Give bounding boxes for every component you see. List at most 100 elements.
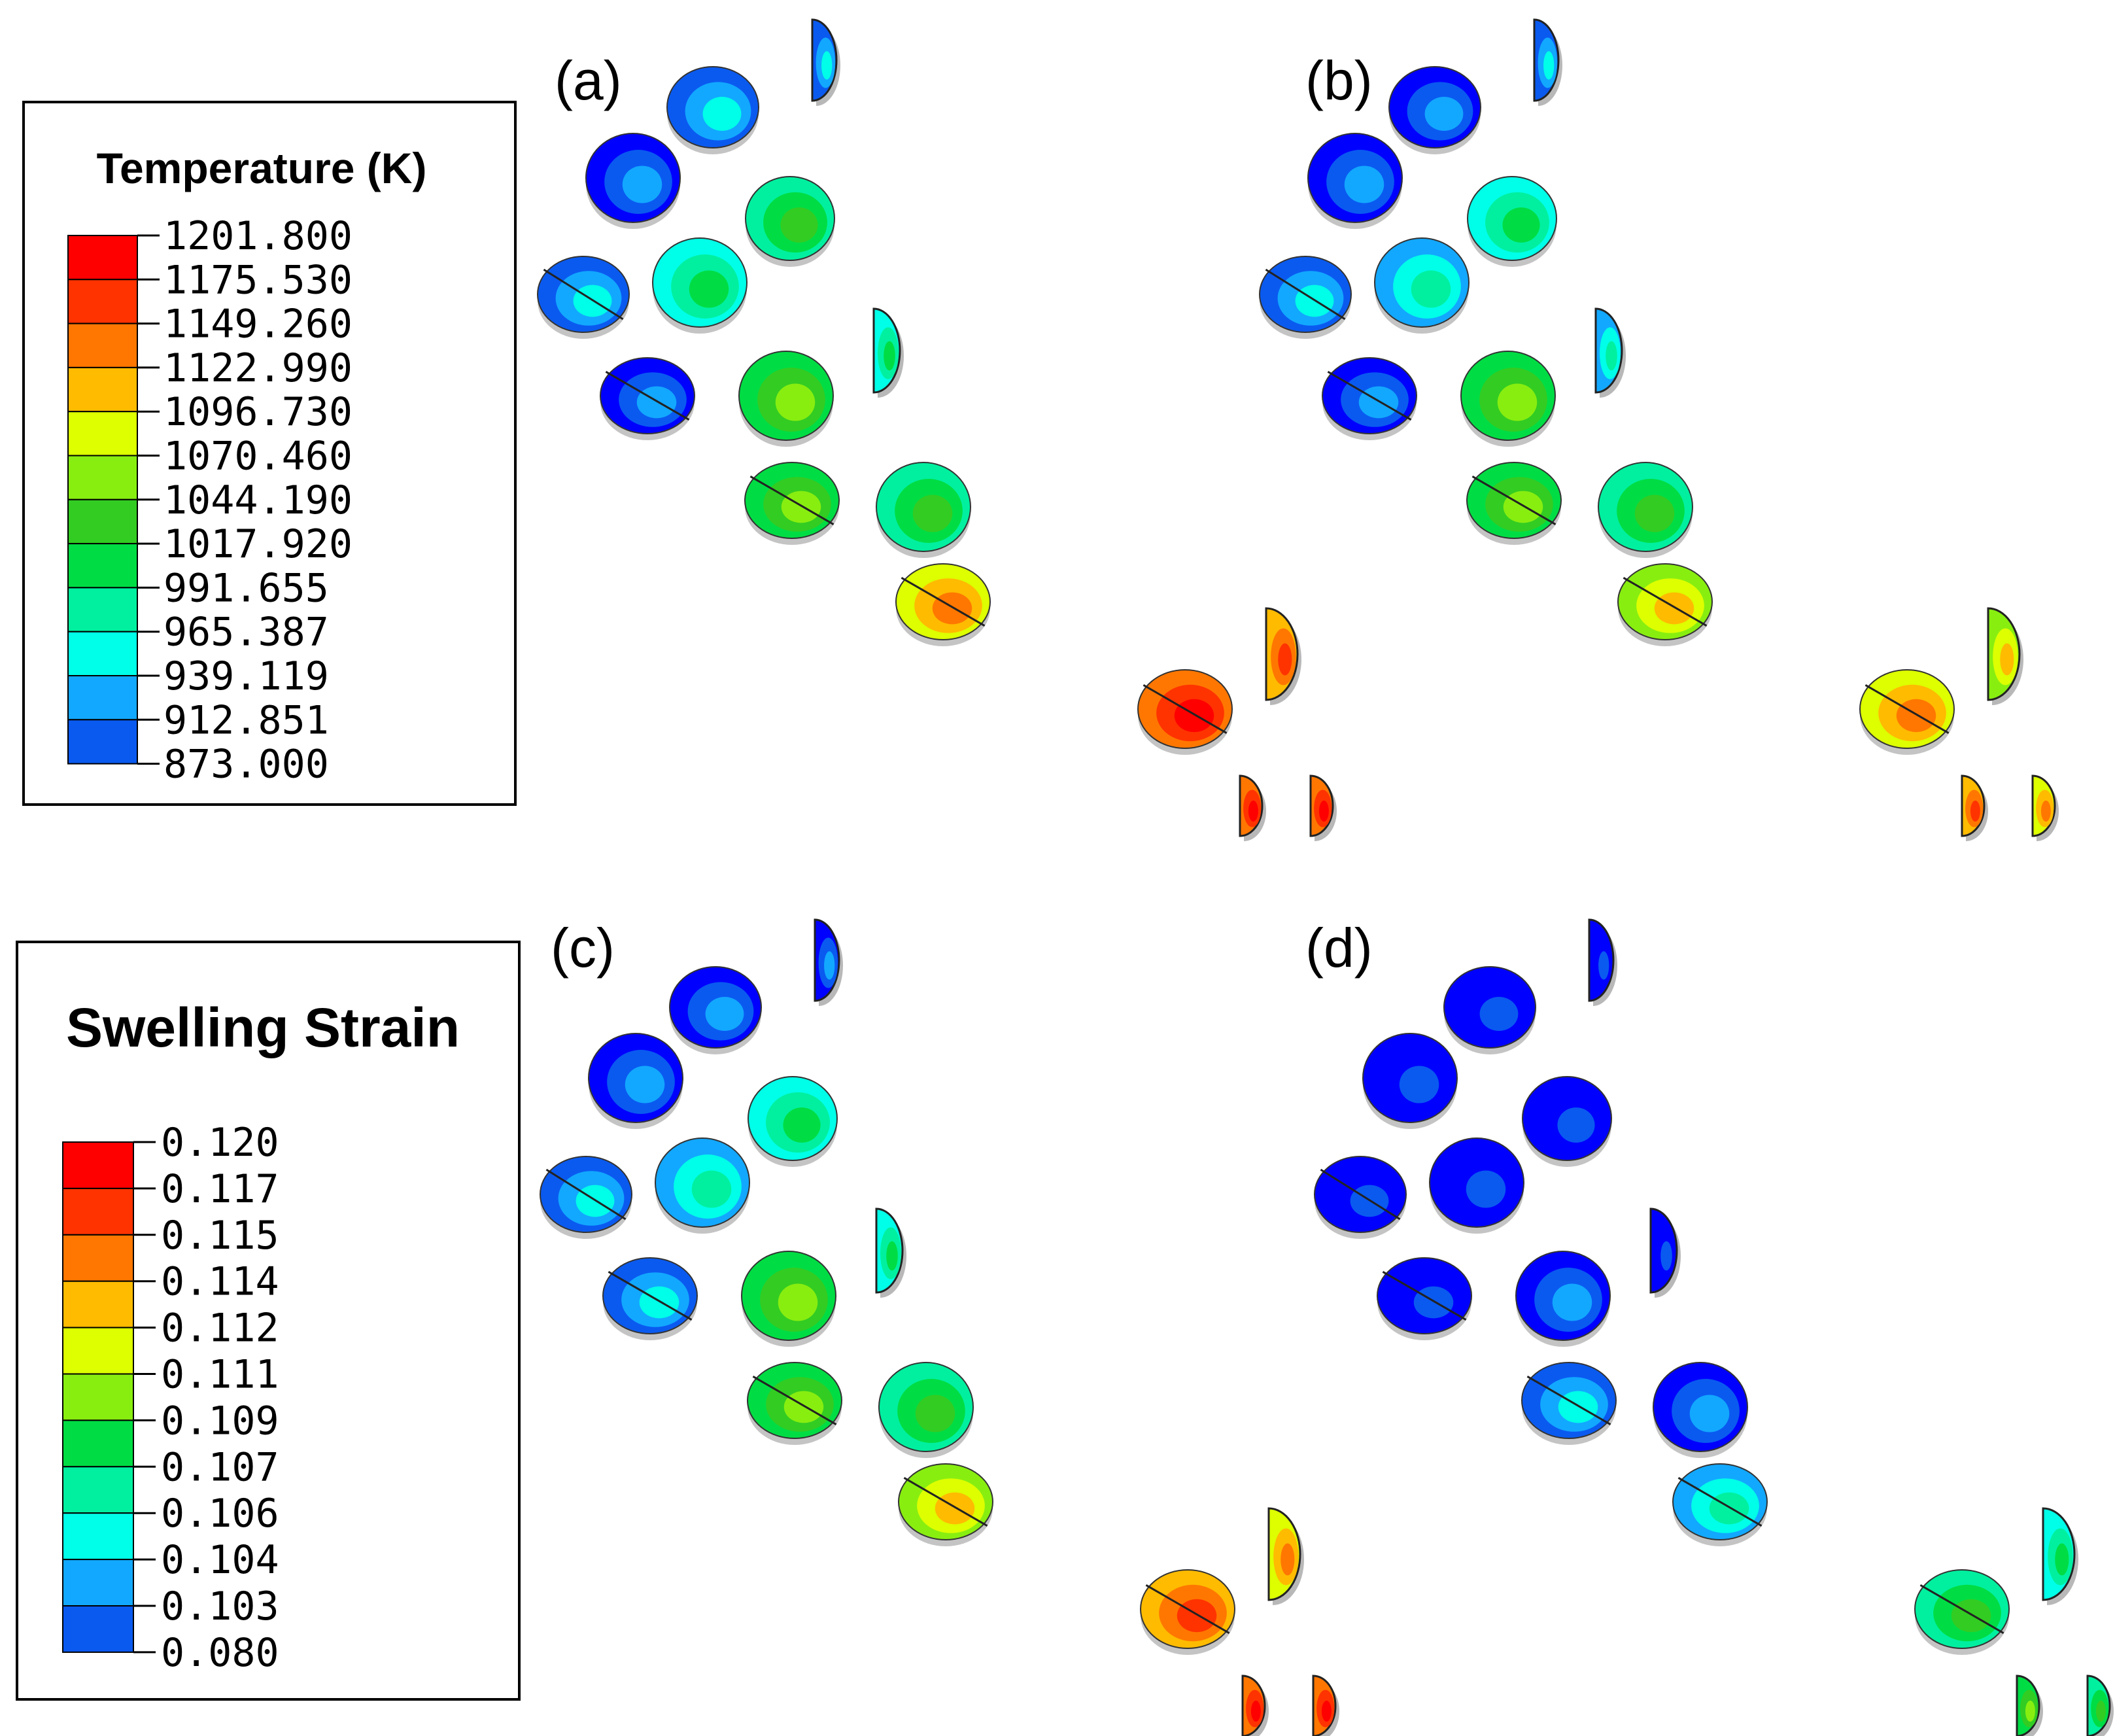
pellet xyxy=(1429,1137,1524,1234)
legend-value: 0.104 xyxy=(161,1537,279,1583)
pellet xyxy=(1443,966,1536,1054)
pellet xyxy=(2031,774,2059,841)
pellet xyxy=(2086,1675,2114,1736)
pellet xyxy=(1521,1362,1617,1445)
legend-swatch xyxy=(67,719,138,765)
legend-swatch xyxy=(67,675,138,721)
pellet xyxy=(1314,1156,1407,1239)
legend-value: 0.080 xyxy=(161,1630,279,1676)
pellet xyxy=(1594,307,1626,398)
legend-swatch xyxy=(67,543,138,589)
legend-swatch xyxy=(62,1466,134,1514)
pellet xyxy=(1362,1033,1458,1129)
pellet xyxy=(1388,66,1481,154)
legend-value: 0.115 xyxy=(161,1213,279,1259)
pellet xyxy=(652,237,748,334)
legend-value: 0.112 xyxy=(161,1306,279,1351)
pellet xyxy=(1961,774,1988,841)
legend-value: 0.107 xyxy=(161,1444,279,1490)
legend-value: 0.114 xyxy=(161,1259,279,1305)
legend-value: 0.106 xyxy=(161,1491,279,1536)
pellet xyxy=(878,1362,974,1458)
swelling-tick-labels: 0.1200.1170.1150.1140.1120.1110.1090.107… xyxy=(161,1120,279,1676)
pellet xyxy=(1987,607,2023,705)
pellet xyxy=(744,462,840,545)
legend-swatch xyxy=(67,279,138,324)
legend-swatch xyxy=(62,1327,134,1375)
temperature-color-scale xyxy=(67,234,160,765)
pellet xyxy=(1649,1207,1681,1298)
pellet xyxy=(1137,669,1233,755)
legend-swatch xyxy=(62,1234,134,1282)
pellet xyxy=(666,66,759,154)
legend-value: 1122.990 xyxy=(163,345,352,391)
legend-value: 1017.920 xyxy=(163,521,352,567)
pellet xyxy=(540,1156,632,1239)
pellet xyxy=(655,1137,750,1234)
legend-value: 1096.730 xyxy=(163,389,352,435)
legend-value: 0.103 xyxy=(161,1584,279,1629)
pellet xyxy=(872,307,904,398)
legend-swatch xyxy=(67,322,138,368)
swelling-color-scale xyxy=(62,1141,156,1654)
legend-value: 1201.800 xyxy=(163,213,352,259)
pellet xyxy=(588,1033,683,1129)
pellet xyxy=(1515,1251,1611,1347)
panel-a-label: (a) xyxy=(555,50,622,111)
pellet xyxy=(1588,918,1617,1006)
legend-swatch xyxy=(62,1512,134,1561)
pellet xyxy=(2016,1675,2043,1736)
legend-value: 1175.530 xyxy=(163,257,352,303)
legend-swatch xyxy=(67,587,138,633)
legend-value: 0.109 xyxy=(161,1398,279,1444)
pellet xyxy=(875,1207,906,1298)
legend-swatch xyxy=(62,1419,134,1468)
pellet xyxy=(2042,1507,2078,1605)
temperature-tick-labels: 1201.8001175.5301149.2601122.9901096.730… xyxy=(163,213,352,788)
pellet xyxy=(1466,462,1562,545)
pellet xyxy=(876,462,971,558)
panel-a-pellets xyxy=(537,18,1337,841)
pellet xyxy=(895,563,991,646)
temperature-legend-title: Temperature (K) xyxy=(97,144,427,192)
legend-value: 965.387 xyxy=(163,610,329,655)
panel-b: (b) xyxy=(1259,18,2059,841)
pellet xyxy=(1672,1463,1768,1546)
panel-d-pellets xyxy=(1314,918,2114,1736)
legend-value: 0.120 xyxy=(161,1120,279,1166)
legend-value: 939.119 xyxy=(163,653,329,699)
temperature-legend: Temperature (K) 1201.8001175.5301149.260… xyxy=(22,101,517,806)
pellet xyxy=(1522,1076,1612,1167)
pellet xyxy=(741,1251,836,1347)
legend-swatch xyxy=(67,411,138,457)
legend-value: 0.117 xyxy=(161,1166,279,1212)
pellet xyxy=(738,351,834,447)
panel-d: (d) xyxy=(1305,917,2114,1736)
legend-value: 991.655 xyxy=(163,565,329,611)
pellet xyxy=(747,1362,842,1445)
swelling-legend-title: Swelling Strain xyxy=(66,997,460,1058)
pellet xyxy=(1617,563,1713,646)
pellet xyxy=(1377,1257,1472,1340)
pellet xyxy=(1265,607,1301,705)
legend-swatch xyxy=(62,1559,134,1607)
legend-value: 1044.190 xyxy=(163,477,352,523)
pellet xyxy=(1653,1362,1748,1458)
legend-swatch xyxy=(67,498,138,545)
pellet xyxy=(1598,462,1693,558)
pellet xyxy=(745,176,835,267)
pellet xyxy=(1467,176,1557,267)
pellet xyxy=(1239,774,1266,841)
legend-swatch xyxy=(67,455,138,500)
pellet xyxy=(1322,357,1417,440)
panel-a: (a) xyxy=(537,18,1337,841)
legend-value: 1149.260 xyxy=(163,302,352,347)
pellet xyxy=(602,1257,698,1340)
legend-swatch xyxy=(62,1280,134,1328)
pellet xyxy=(585,133,681,229)
pellet xyxy=(600,357,695,440)
pellet xyxy=(537,256,630,339)
pellet xyxy=(1140,1569,1235,1655)
pellet xyxy=(1309,774,1337,841)
swelling-strain-legend: Swelling Strain 0.1200.1170.1150.1140.11… xyxy=(16,941,521,1701)
